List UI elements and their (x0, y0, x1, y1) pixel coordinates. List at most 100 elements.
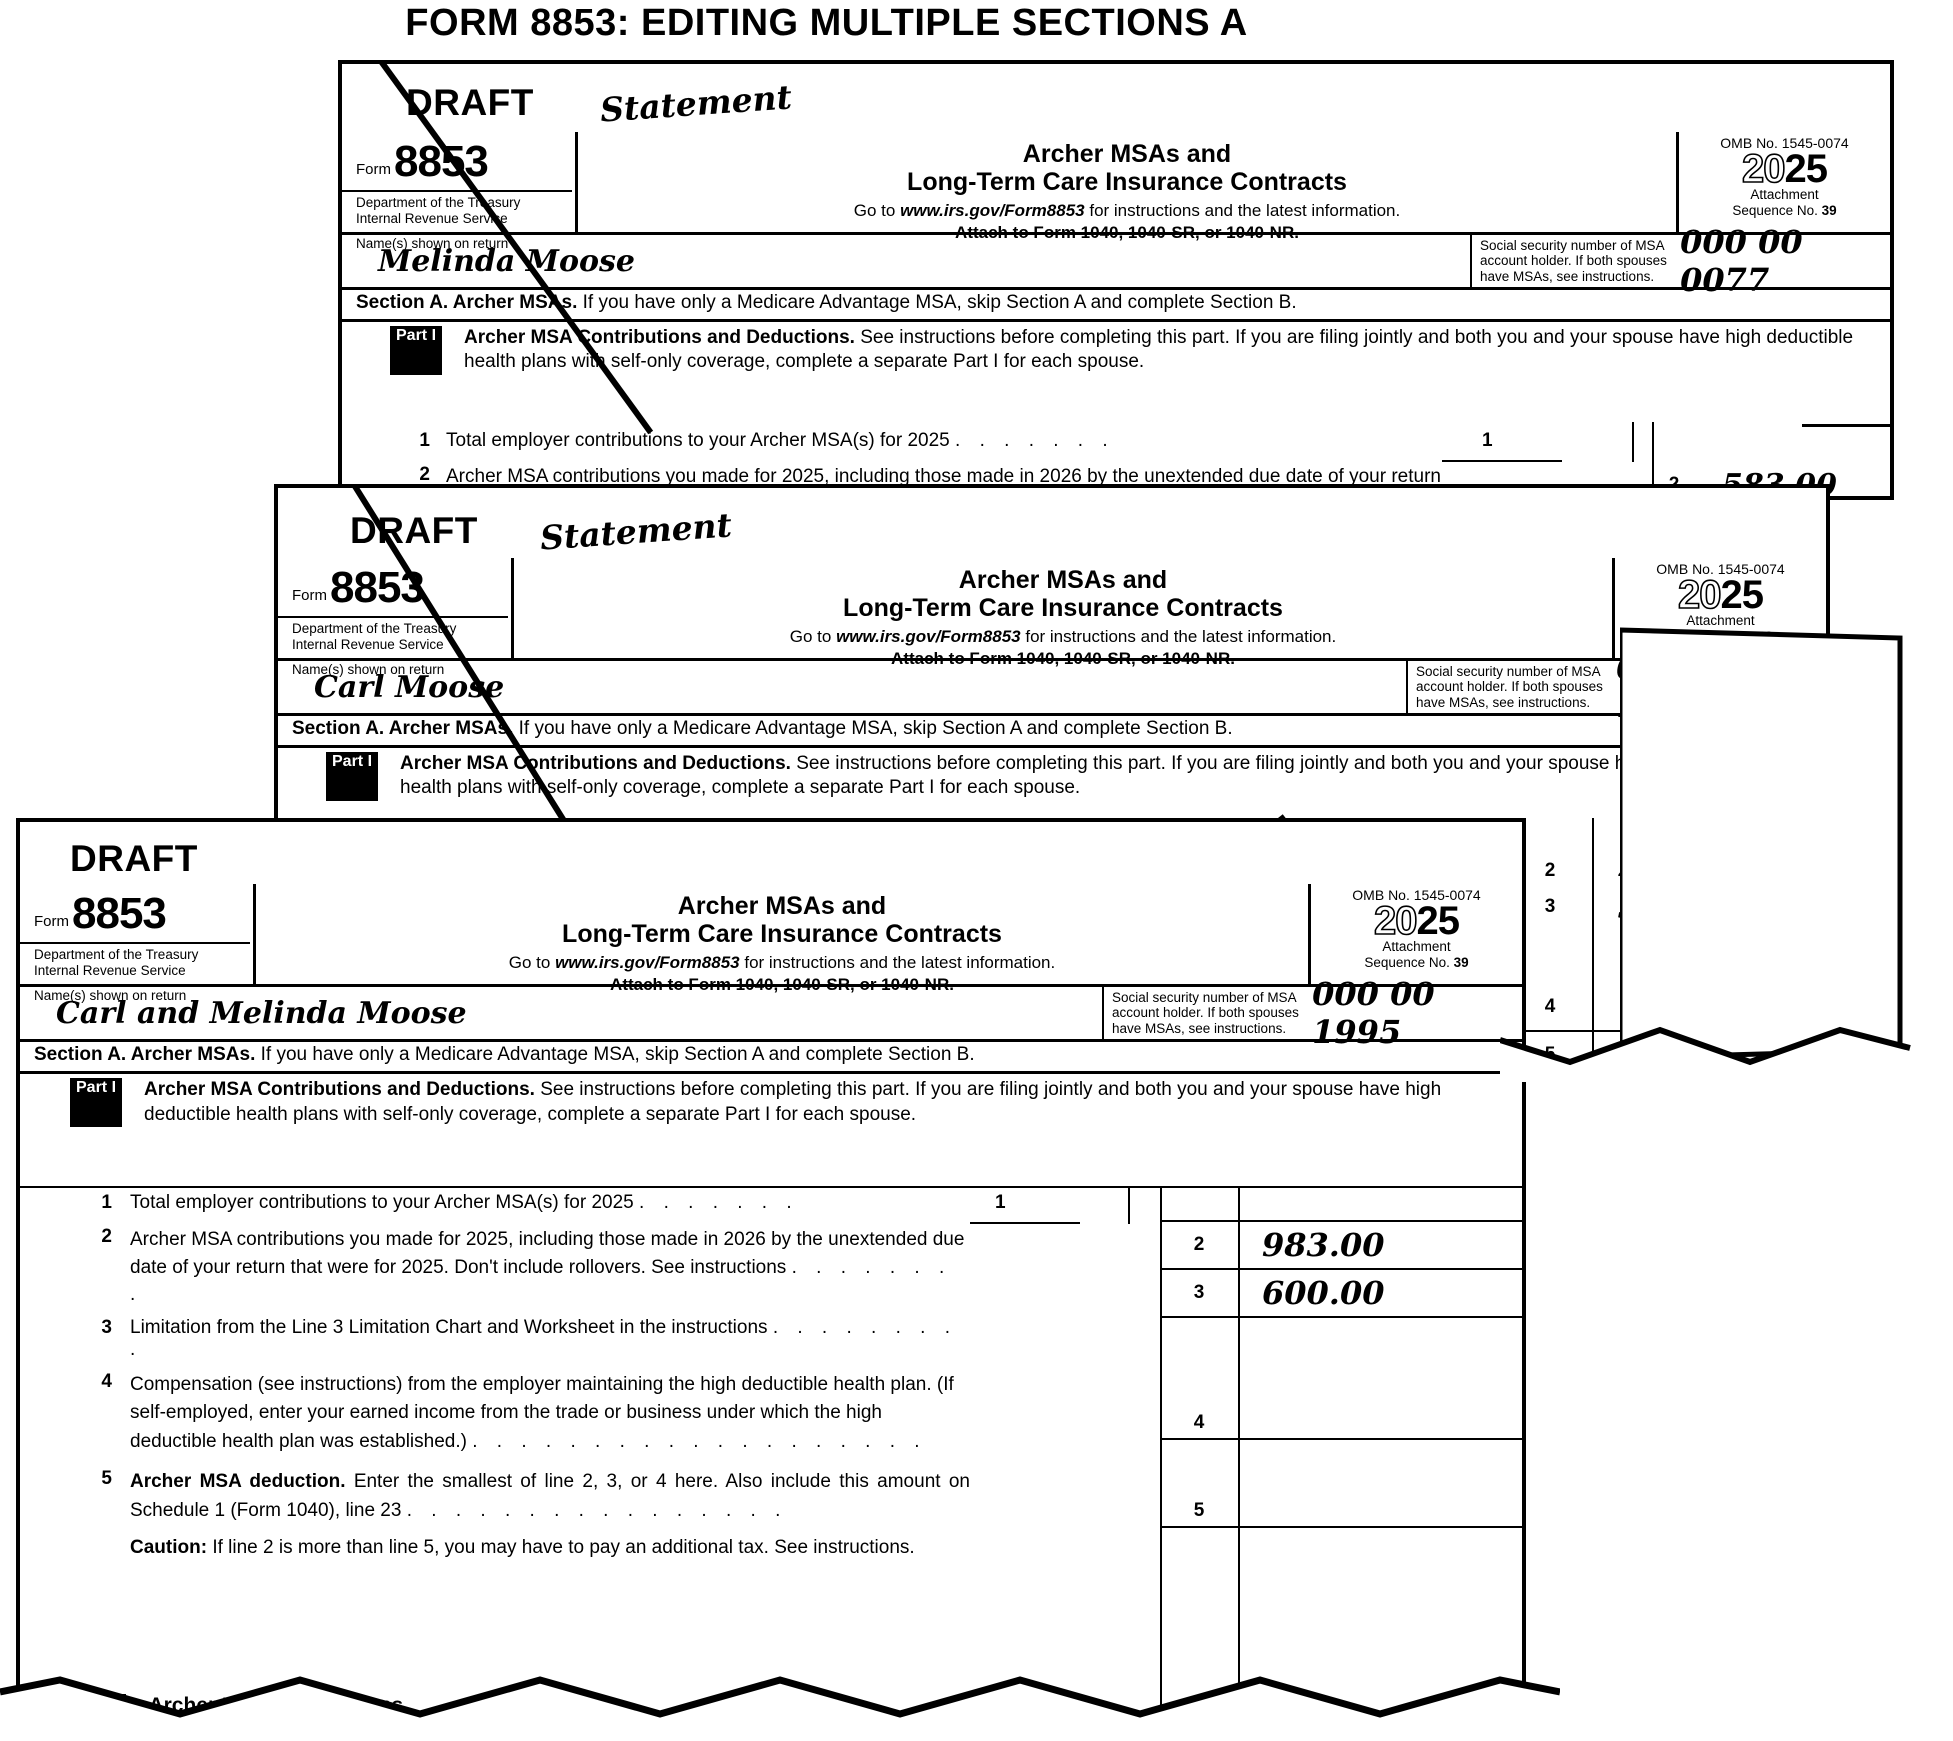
part-1-badge: Part I (390, 326, 443, 375)
amount-row[interactable]: 2 983.00 (1160, 1222, 1522, 1268)
amount-grid-rule (1160, 1526, 1522, 1528)
line-item: 5 Archer MSA deduction. Enter the smalle… (70, 1468, 970, 1525)
irs-url-link[interactable]: www.irs.gov/Form8853 (555, 953, 740, 972)
name-field[interactable]: Name(s) shown on return Melinda Moose (342, 235, 1470, 287)
amount-line-number: 2 (1193, 1234, 1205, 1255)
line-1-inline-number: 1 (995, 1192, 1006, 1213)
form-word-label: Form (356, 161, 391, 179)
part-1-text: See instructions before completing this … (400, 753, 1790, 799)
name-field-value: Melinda Moose (378, 244, 635, 279)
form-title: Archer MSAs and Long-Term Care Insurance… (843, 566, 1283, 622)
tax-year: 2025 (1373, 899, 1460, 943)
line-number: 5 (101, 1468, 112, 1490)
omb-number: OMB No. 1545-0074 (1352, 887, 1481, 903)
irs-url-link[interactable]: www.irs.gov/Form8853 (900, 201, 1085, 220)
part-1-header: Part I Archer MSA Contributions and Dedu… (278, 752, 1826, 801)
torn-bottom-edge (0, 1658, 1561, 1736)
name-field-caption: Name(s) shown on return (34, 988, 187, 1003)
name-field-caption: Name(s) shown on return (292, 662, 445, 677)
irs-url-link[interactable]: www.irs.gov/Form8853 (836, 627, 1021, 646)
form-word-label: Form (292, 587, 327, 605)
amount-line-number: 5 (1193, 1500, 1205, 1521)
amount-value: 600.00 (1262, 1274, 1385, 1312)
draft-watermark-label: DRAFT (406, 82, 534, 123)
leader-dots: . . . . . . . . . . . . . . . . . . . (472, 1430, 927, 1452)
caution-row: Caution: If line 2 is more than line 5, … (70, 1537, 970, 1559)
form-number-label: 8853 (394, 137, 489, 186)
amount-row[interactable]: 5 (1160, 1440, 1522, 1526)
amount-value: 983.00 (1262, 1226, 1385, 1264)
line-text: Archer MSA deduction. Enter the smallest… (130, 1471, 970, 1521)
page-title-text: FORM 8853: EDITING MULTIPLE SECTIONS A (405, 2, 1248, 44)
amount-line-number: 3 (1544, 896, 1556, 917)
line-5-bold-label: Archer MSA deduction. (130, 1471, 346, 1493)
caution-text: If line 2 is more than line 5, you may h… (207, 1537, 915, 1559)
leader-dots: . . . . . . . . . . . . . . . . (406, 1499, 788, 1521)
torn-edge-icon (0, 1676, 1561, 1736)
line-item: 1 Total employer contributions to your A… (70, 1192, 970, 1224)
caution-label: Caution: (130, 1537, 208, 1559)
ssn-field-caption: Social security number of MSA account ho… (1112, 989, 1299, 1036)
line-text: Compensation (see instructions) from the… (130, 1373, 954, 1452)
line-1-divider (1632, 422, 1634, 462)
line-item: 2 Archer MSA contributions you made for … (70, 1226, 970, 1309)
amount-line-number: 4 (1193, 1412, 1205, 1433)
form-window-melinda[interactable]: DRAFT Form 8853 Department of the Treasu… (338, 60, 1894, 500)
ssn-field-value: 000 00 1995 (1312, 975, 1435, 1051)
amount-row[interactable]: 4 (1160, 1318, 1522, 1438)
name-field[interactable]: Name(s) shown on return Carl and Melinda… (20, 987, 1102, 1039)
line-number: 3 (101, 1316, 112, 1338)
part-1-text: See instructions before completing this … (144, 1079, 1442, 1125)
amount-row[interactable]: 3 600.00 (1160, 1270, 1522, 1316)
goto-instructions: Go to www.irs.gov/Form8853 for instructi… (789, 627, 1337, 646)
section-a-header: Section A. Archer MSAs. If you have only… (342, 290, 1890, 322)
amount-line-number: 5 (1544, 1044, 1556, 1064)
omb-number: OMB No. 1545-0074 (1656, 561, 1785, 577)
line-1-underline (1442, 460, 1562, 462)
goto-instructions: Go to www.irs.gov/Form8853 for instructi… (853, 201, 1401, 220)
line-number: 2 (101, 1226, 112, 1247)
amount-row[interactable]: 4 (1508, 986, 1826, 1028)
form-number-label: 8853 (330, 563, 425, 612)
form-title: Archer MSAs and Long-Term Care Insurance… (562, 892, 1002, 948)
line-1-inline-number: 1 (1482, 430, 1493, 451)
attachment-sequence: Attachment Sequence No. 39 (1364, 939, 1469, 970)
ssn-field-caption: Social security number of MSA account ho… (1416, 663, 1603, 710)
name-field-caption: Name(s) shown on return (356, 236, 509, 251)
section-a-header: Section A. Archer MSAs. If you have only… (278, 716, 1826, 748)
torn-edge-flap-icon (1499, 1026, 1911, 1082)
amount-grid-rule (1160, 1220, 1522, 1222)
line-items: 1 Total employer contributions to your A… (382, 430, 1442, 496)
flap-outline-icon (1620, 627, 1903, 1061)
page-title: FORM 8853: EDITING MULTIPLE SECTIONS A (0, 0, 1953, 45)
department-label: Department of the Treasury Internal Reve… (342, 190, 572, 227)
section-a-label: Section A. Archer MSAs. (356, 292, 578, 313)
attachment-sequence: Attachment Sequence No. 39 (1732, 187, 1837, 218)
ssn-field[interactable]: Social security number of MSA account ho… (1470, 223, 1890, 299)
amount-col-divider-right (1238, 1188, 1240, 1720)
amount-row[interactable]: 5 (1508, 1034, 1826, 1064)
leader-dots: . . . . . . . (955, 430, 1115, 451)
amount-line-number: 2 (1544, 860, 1556, 881)
leader-dots: . . . . . . . . (130, 1256, 952, 1306)
part-1-title: Archer MSA Contributions and Deductions. (400, 753, 791, 774)
name-field[interactable]: Name(s) shown on return Carl Moose (278, 661, 1406, 713)
ssn-field[interactable]: Social security number of MSA account ho… (1102, 975, 1522, 1051)
form-carl-right-flap (1620, 610, 1910, 1070)
form-number-label: 8853 (72, 889, 167, 938)
section-a-header: Section A. Archer MSAs. If you have only… (20, 1042, 1522, 1074)
line-text: Limitation from the Line 3 Limitation Ch… (130, 1316, 957, 1360)
form-window-joint[interactable]: DRAFT Form 8853 Department of the Treasu… (16, 818, 1526, 1720)
name-field-value: Carl Moose (314, 670, 505, 705)
line-items: 1 Total employer contributions to your A… (70, 1192, 970, 1559)
section-a-label: Section A. Archer MSAs. (34, 1044, 256, 1065)
part-1-badge: Part I (70, 1078, 123, 1128)
department-label: Department of the Treasury Internal Reve… (20, 942, 250, 979)
draft-watermark-label: DRAFT (70, 838, 198, 879)
amount-top-rule (1802, 424, 1890, 427)
line-item: 3 Limitation from the Line 3 Limitation … (70, 1317, 970, 1361)
draft-watermark-label: DRAFT (350, 510, 478, 551)
goto-instructions: Go to www.irs.gov/Form8853 for instructi… (508, 953, 1056, 972)
statement-annotation: Statement (538, 505, 733, 558)
amount-grid-rule (1160, 1438, 1522, 1440)
